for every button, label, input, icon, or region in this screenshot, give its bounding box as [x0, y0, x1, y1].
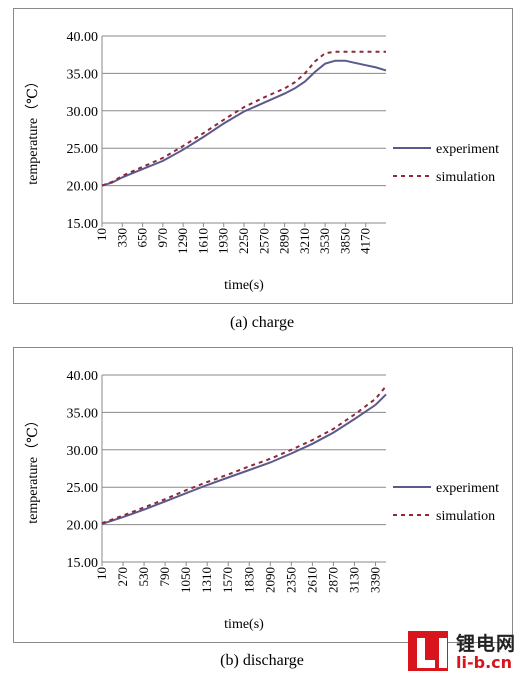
y-tick-label: 40.00: [67, 369, 99, 384]
logo-url: li-b.cn: [456, 653, 513, 672]
x-tick-label: 1050: [178, 567, 193, 593]
site-logo: 锂电网 li-b.cn: [404, 629, 520, 675]
y-tick-label: 40.00: [67, 30, 99, 45]
x-tick-label: 4170: [358, 228, 373, 254]
x-tick-label: 10: [94, 228, 109, 241]
caption-charge: (a) charge: [229, 314, 295, 331]
x-tick-label: 970: [155, 228, 170, 248]
x-tick-label: 1310: [199, 567, 214, 593]
x-tick-label: 2250: [236, 228, 251, 254]
y-tick-label: 15.00: [67, 556, 99, 571]
series-line-experiment: [101, 393, 387, 525]
y-tick-label: 30.00: [67, 444, 99, 459]
chart-charge: 15.00 20.00 25.00 30.00 35.00 40.00 10 330 650 97…: [25, 30, 499, 293]
x-tick-label: 1930: [216, 228, 231, 254]
y-tick-label: 35.00: [67, 67, 99, 82]
x-tick-label: 270: [115, 567, 130, 587]
x-tick-label: 2870: [325, 567, 340, 593]
chart-panel-discharge: 15.00 20.00 25.00 30.00 35.00 40.00 10 270 530 79…: [13, 347, 513, 643]
y-tick-label: 15.00: [67, 217, 99, 232]
x-tick-label: 2890: [277, 228, 292, 254]
x-axis-title: time(s): [224, 617, 264, 632]
x-tick-label: 1830: [241, 567, 256, 593]
chart-panel-charge: 15.00 20.00 25.00 30.00 35.00 40.00 10 330 650 97…: [13, 8, 513, 304]
y-tick-label: 30.00: [67, 105, 99, 120]
x-tick-label: 530: [136, 567, 151, 587]
y-tick-label: 20.00: [67, 180, 99, 195]
x-tick-label: 10: [94, 567, 109, 580]
y-tick-label: 35.00: [67, 406, 99, 421]
x-tick-label: 650: [135, 228, 150, 248]
series-line-experiment: [101, 59, 387, 187]
legend-label-experiment: experiment: [436, 142, 499, 157]
x-tick-label: 1570: [220, 567, 235, 593]
y-tick-label: 25.00: [67, 142, 99, 157]
x-tick-label: 3530: [317, 228, 332, 254]
x-tick-label: 1290: [175, 228, 190, 254]
x-tick-label: 3390: [367, 567, 382, 593]
x-tick-label: 3850: [337, 228, 352, 254]
x-tick-label: 2090: [262, 567, 277, 593]
x-tick-label: 2570: [256, 228, 271, 254]
series-line-simulation: [101, 385, 387, 525]
x-tick-label: 2610: [304, 567, 319, 593]
legend-label-experiment: experiment: [436, 481, 499, 496]
caption-discharge: (b) discharge: [220, 652, 304, 669]
x-axis-title: time(s): [224, 278, 264, 293]
y-axis-title: temperature（℃）: [25, 413, 41, 524]
legend-label-simulation: simulation: [436, 509, 495, 524]
y-axis-title: temperature（℃）: [25, 74, 41, 185]
y-tick-label: 20.00: [67, 519, 99, 534]
x-tick-label: 1610: [195, 228, 210, 254]
chart-discharge: 15.00 20.00 25.00 30.00 35.00 40.00 10 270 530 79…: [25, 369, 499, 632]
x-tick-label: 3210: [297, 228, 312, 254]
logo-mark-icon: [408, 631, 448, 671]
x-tick-label: 3130: [346, 567, 361, 593]
x-tick-label: 2350: [283, 567, 298, 593]
series-line-simulation: [101, 50, 386, 187]
legend-label-simulation: simulation: [436, 170, 495, 185]
x-tick-label: 330: [114, 228, 129, 248]
x-tick-label: 790: [157, 567, 172, 587]
logo-name: 锂电网: [456, 633, 517, 655]
y-tick-label: 25.00: [67, 481, 99, 496]
